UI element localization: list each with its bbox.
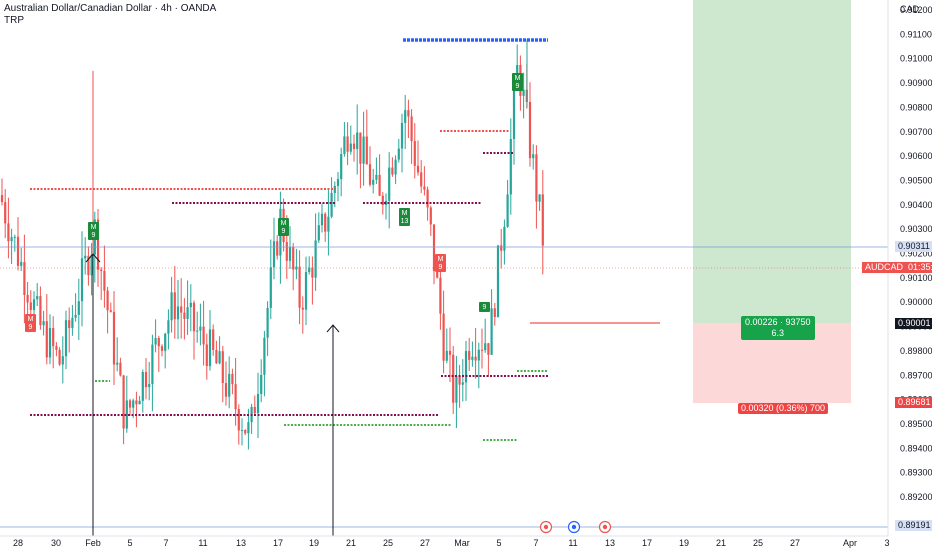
time-tick: 11 [568,538,577,548]
svg-text:M: M [281,220,287,227]
svg-text:13: 13 [401,218,409,225]
time-tick: 7 [163,538,168,548]
svg-text:M: M [438,256,444,263]
svg-text:M: M [28,316,34,323]
time-tick: 11 [198,538,207,548]
price-tick: 0.90400 [900,200,932,210]
price-tick: 0.90600 [900,151,932,161]
svg-text:M: M [515,75,521,82]
chart-title: Australian Dollar/Canadian Dollar · 4h ·… [4,3,217,14]
time-tick: 5 [127,538,132,548]
svg-text:M: M [402,210,408,217]
price-tick: 0.90700 [900,127,932,137]
signal-marker[interactable]: M13 [399,208,410,226]
candles-group [0,39,544,450]
event-flag-icon[interactable] [539,520,553,534]
price-tick: 0.91000 [900,54,932,64]
signal-marker[interactable]: M9 [25,314,36,332]
stop-price-label: 0.89681 [895,397,932,408]
time-tick: 21 [716,538,726,548]
axis-currency: CAD [900,4,920,14]
price-tick: 0.90500 [900,175,932,185]
target-label: 0.00226 · 93750 6.3 [741,316,815,340]
time-tick: 27 [790,538,800,548]
signal-marker[interactable]: 9 [479,302,490,312]
svg-text:M: M [91,224,97,231]
time-tick: 21 [346,538,356,548]
bottom-price-label: 0.89191 [895,520,932,531]
time-tick: 27 [420,538,430,548]
price-tick: 0.89500 [900,419,932,429]
time-tick: 19 [309,538,319,548]
stop-label: 0.00320 (0.36%) 700 [738,403,829,414]
time-tick: 13 [236,538,246,548]
price-tick: 0.89300 [900,468,932,478]
price-tick: 0.89800 [900,346,932,356]
price-tick: 0.91200 [900,5,932,15]
svg-text:9: 9 [439,264,443,271]
signal-marker[interactable]: M9 [512,73,523,91]
price-tick: 0.90300 [900,224,932,234]
price-ticks: 0.91200 0.91100 0.91000 0.90900 0.90800 0.907… [900,5,932,502]
price-tick: 0.90200 [900,249,932,259]
price-tick: 0.89400 [900,443,932,453]
time-tick: 13 [605,538,615,548]
time-tick: 25 [383,538,393,548]
time-tick: 7 [533,538,538,548]
symbol-label: AUDCAD 01:35:04 [862,262,932,273]
time-ticks: 28 30 Feb 5 7 11 13 17 19 21 25 27 Mar 5 7 11 13 17 19 21 25… [13,538,890,548]
price-tick: 0.89700 [900,370,932,380]
indicator-label: TRP [4,15,24,26]
time-tick: 17 [273,538,283,548]
price-tick: 0.90800 [900,102,932,112]
signal-marker[interactable]: M9 [278,218,289,236]
price-tick: 0.89200 [900,492,932,502]
svg-text:9: 9 [92,232,96,239]
blue-level-label: 0.90311 [895,241,932,252]
price-tick: 0.90100 [900,273,932,283]
time-tick: 28 [13,538,23,548]
svg-text:9: 9 [282,228,286,235]
svg-text:9: 9 [29,324,33,331]
time-tick: 17 [642,538,652,548]
time-tick: Feb [85,538,101,548]
event-flag-icon[interactable] [567,520,581,534]
current-price-label: 0.90001 [895,318,932,329]
time-tick: 30 [51,538,61,548]
time-tick: Mar [454,538,470,548]
time-tick: 19 [679,538,689,548]
time-tick: Apr [843,538,857,548]
signal-marker[interactable]: M9 [88,222,99,240]
svg-text:9: 9 [516,83,520,90]
event-flag-icon[interactable] [598,520,612,534]
time-tick: 5 [496,538,501,548]
price-tick: 0.90900 [900,78,932,88]
price-tick: 0.90000 [900,297,932,307]
time-tick: 3 [884,538,889,548]
price-tick: 0.91100 [900,29,932,39]
svg-text:9: 9 [483,304,487,311]
target-zone[interactable] [693,0,851,323]
time-tick: 25 [753,538,763,548]
signal-marker[interactable]: M9 [435,254,446,272]
